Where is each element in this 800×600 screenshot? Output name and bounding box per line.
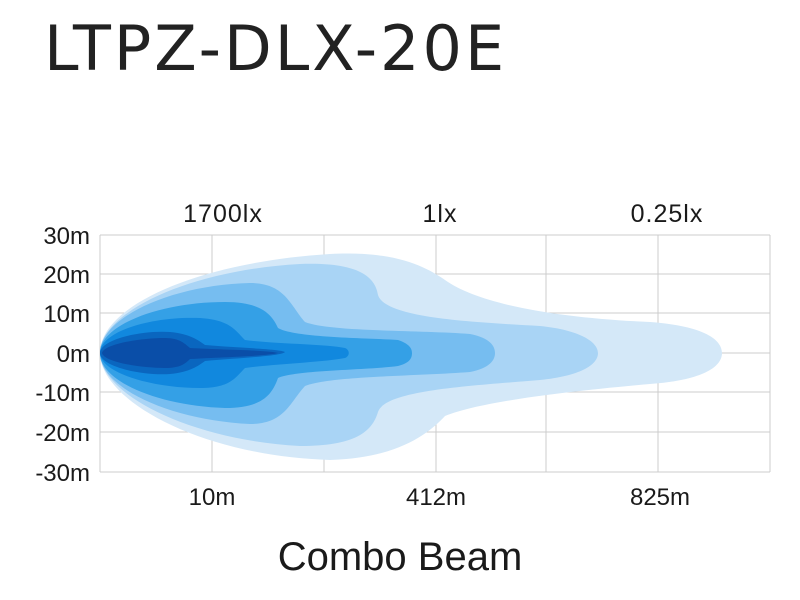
y-tick-label: -30m bbox=[35, 460, 90, 487]
x-tick-label: 825m bbox=[630, 484, 690, 511]
beam-zone-core bbox=[102, 338, 278, 368]
y-tick-label: 10m bbox=[43, 301, 90, 328]
y-axis-labels: 30m 20m 10m 0m -10m -20m -30m bbox=[35, 223, 90, 487]
lux-label: 1700lx bbox=[183, 200, 263, 228]
y-tick-label: 30m bbox=[43, 223, 90, 250]
page-title: LTPZ-DLX-20E bbox=[44, 12, 508, 85]
y-tick-label: -20m bbox=[35, 420, 90, 447]
chart-title: Combo Beam bbox=[277, 535, 523, 579]
lux-labels: 1700lx 1lx 0.25lx bbox=[183, 200, 704, 228]
y-tick-label: 20m bbox=[43, 262, 90, 289]
x-tick-label: 10m bbox=[189, 484, 236, 511]
x-tick-label: 412m bbox=[406, 484, 466, 511]
lux-label: 0.25lx bbox=[631, 200, 704, 228]
y-tick-label: -10m bbox=[35, 380, 90, 407]
lux-label: 1lx bbox=[423, 200, 458, 228]
y-tick-label: 0m bbox=[57, 341, 90, 368]
x-axis-labels: 10m 412m 825m bbox=[189, 484, 690, 511]
beam-zones bbox=[100, 253, 722, 460]
